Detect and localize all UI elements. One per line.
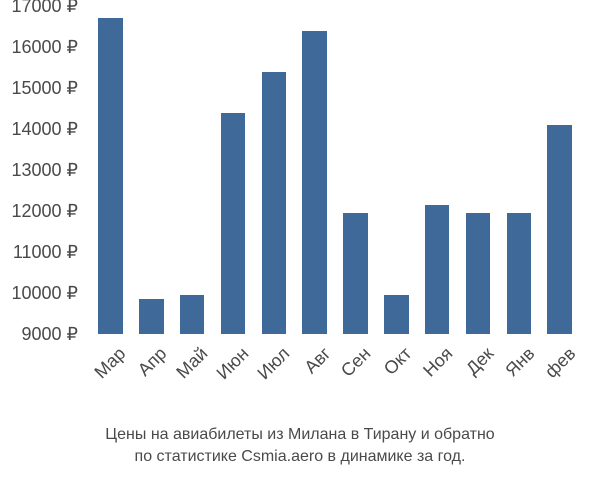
y-tick-label: 10000 ₽ (0, 284, 78, 302)
caption-line-2: по статистике Csmia.aero в динамике за г… (135, 448, 466, 465)
y-tick-label: 15000 ₽ (0, 79, 78, 97)
y-tick-label: 9000 ₽ (0, 325, 78, 343)
bar (221, 113, 246, 334)
price-chart: Цены на авиабилеты из Милана в Тирану и … (0, 0, 600, 500)
bar (425, 205, 450, 334)
y-tick-label: 16000 ₽ (0, 38, 78, 56)
bar (180, 295, 205, 334)
bar (98, 18, 123, 334)
y-tick-label: 12000 ₽ (0, 202, 78, 220)
plot-area (90, 6, 580, 334)
bar (262, 72, 287, 334)
y-tick-label: 11000 ₽ (0, 243, 78, 261)
caption-line-1: Цены на авиабилеты из Милана в Тирану и … (105, 426, 494, 443)
bar (466, 213, 491, 334)
bar (507, 213, 532, 334)
y-tick-label: 17000 ₽ (0, 0, 78, 15)
chart-caption: Цены на авиабилеты из Милана в Тирану и … (0, 424, 600, 469)
y-tick-label: 13000 ₽ (0, 161, 78, 179)
bar (547, 125, 572, 334)
bar (343, 213, 368, 334)
y-tick-label: 14000 ₽ (0, 120, 78, 138)
bar (139, 299, 164, 334)
bar (302, 31, 327, 334)
bar (384, 295, 409, 334)
